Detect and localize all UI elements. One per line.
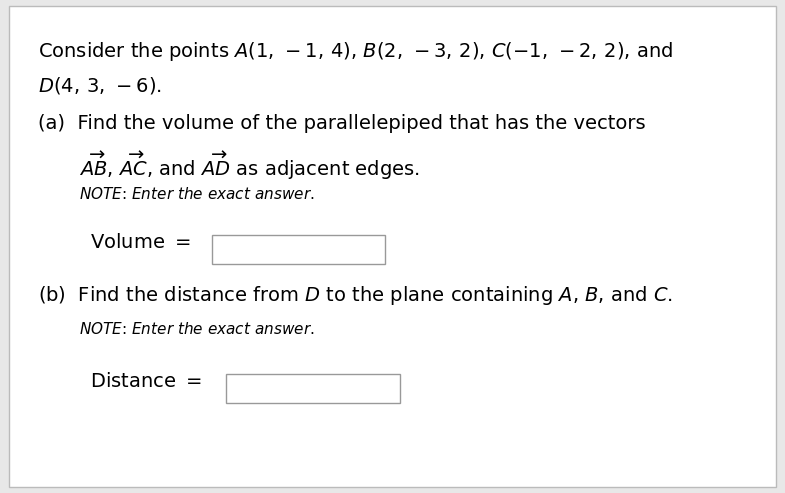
- FancyBboxPatch shape: [212, 235, 385, 264]
- Text: (a)  Find the volume of the parallelepiped that has the vectors: (a) Find the volume of the parallelepipe…: [38, 114, 646, 134]
- Text: $\mathit{NOTE}$: $\mathit{Enter\ the\ exact\ answer.}$: $\mathit{NOTE}$: $\mathit{Enter\ the\ ex…: [78, 186, 315, 202]
- Text: (b)  Find the distance from $D$ to the plane containing $A$, $B$, and $C$.: (b) Find the distance from $D$ to the pl…: [38, 283, 674, 307]
- Text: $D(4,\,3,\,-6)$.: $D(4,\,3,\,-6)$.: [38, 75, 162, 96]
- Text: Volume $=$: Volume $=$: [90, 233, 191, 251]
- Text: $\mathit{NOTE}$: $\mathit{Enter\ the\ exact\ answer.}$: $\mathit{NOTE}$: $\mathit{Enter\ the\ ex…: [78, 320, 315, 337]
- Text: $\overrightarrow{AB}$, $\overrightarrow{AC}$, and $\overrightarrow{AD}$ as adjac: $\overrightarrow{AB}$, $\overrightarrow{…: [78, 149, 420, 182]
- Text: Distance $=$: Distance $=$: [90, 372, 202, 390]
- FancyBboxPatch shape: [227, 374, 400, 403]
- Text: Consider the points $A(1,\,-1,\,4)$, $B(2,\,-3,\,2)$, $C(-1,\,-2,\,2)$, and: Consider the points $A(1,\,-1,\,4)$, $B(…: [38, 40, 674, 63]
